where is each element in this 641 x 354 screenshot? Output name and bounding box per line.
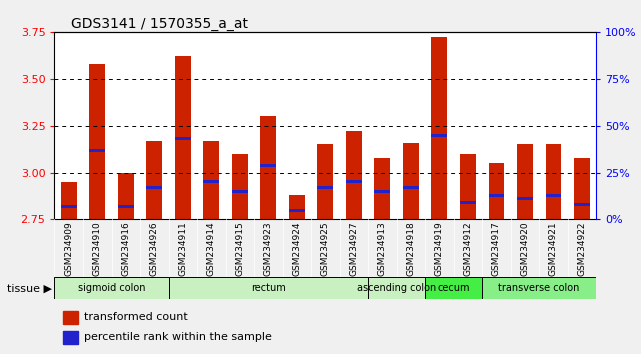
Bar	[232, 190, 247, 193]
Text: tissue ▶: tissue ▶	[7, 283, 52, 293]
Text: GSM234911: GSM234911	[178, 221, 187, 276]
Bar	[460, 201, 476, 204]
Text: GSM234923: GSM234923	[264, 221, 273, 276]
Bar	[346, 131, 362, 219]
Bar	[374, 158, 390, 219]
Bar	[317, 144, 333, 219]
Text: rectum: rectum	[251, 283, 286, 293]
Bar	[146, 141, 162, 219]
Text: GDS3141 / 1570355_a_at: GDS3141 / 1570355_a_at	[71, 17, 247, 31]
Bar	[203, 141, 219, 219]
Bar	[260, 164, 276, 167]
Bar	[545, 144, 562, 219]
Bar	[574, 158, 590, 219]
Text: GSM234915: GSM234915	[235, 221, 244, 276]
Bar	[54, 277, 169, 299]
Bar	[517, 144, 533, 219]
Bar	[175, 137, 190, 140]
Text: transverse colon: transverse colon	[499, 283, 580, 293]
Text: GSM234924: GSM234924	[292, 221, 301, 276]
Bar	[61, 182, 76, 219]
Text: GSM234916: GSM234916	[121, 221, 130, 276]
Text: GSM234918: GSM234918	[406, 221, 415, 276]
Text: GSM234922: GSM234922	[578, 221, 587, 276]
Bar	[488, 163, 504, 219]
Text: transformed count: transformed count	[84, 312, 188, 322]
Bar	[169, 277, 368, 299]
Bar	[289, 195, 304, 219]
Text: GSM234913: GSM234913	[378, 221, 387, 276]
Bar	[374, 190, 390, 193]
Bar	[289, 209, 304, 212]
Bar	[175, 56, 190, 219]
Bar	[89, 149, 105, 152]
Bar	[63, 331, 78, 343]
Bar	[403, 143, 419, 219]
Bar	[425, 277, 482, 299]
Bar	[317, 186, 333, 189]
Bar	[118, 173, 133, 219]
Bar	[346, 181, 362, 183]
Bar	[368, 277, 425, 299]
Bar	[482, 277, 596, 299]
Text: GSM234914: GSM234914	[207, 221, 216, 276]
Bar	[517, 197, 533, 200]
Bar	[488, 194, 504, 196]
Bar	[146, 186, 162, 189]
Text: GSM234912: GSM234912	[463, 221, 472, 276]
Text: GSM234919: GSM234919	[435, 221, 444, 276]
Text: GSM234921: GSM234921	[549, 221, 558, 276]
Text: GSM234910: GSM234910	[93, 221, 102, 276]
Bar	[63, 311, 78, 324]
Bar	[431, 38, 447, 219]
Bar	[89, 64, 105, 219]
Bar	[260, 116, 276, 219]
Text: percentile rank within the sample: percentile rank within the sample	[84, 332, 272, 342]
Text: sigmoid colon: sigmoid colon	[78, 283, 146, 293]
Text: GSM234920: GSM234920	[520, 221, 529, 276]
Bar	[545, 194, 562, 196]
Text: GSM234926: GSM234926	[150, 221, 159, 276]
Text: GSM234909: GSM234909	[64, 221, 73, 276]
Bar	[574, 203, 590, 206]
Bar	[403, 186, 419, 189]
Text: GSM234925: GSM234925	[320, 221, 330, 276]
Bar	[61, 205, 76, 208]
Bar	[203, 181, 219, 183]
Text: GSM234927: GSM234927	[349, 221, 358, 276]
Bar	[118, 205, 133, 208]
Text: ascending colon: ascending colon	[357, 283, 437, 293]
Text: cecum: cecum	[437, 283, 470, 293]
Text: GSM234917: GSM234917	[492, 221, 501, 276]
Bar	[460, 154, 476, 219]
Bar	[431, 133, 447, 137]
Bar	[232, 154, 247, 219]
